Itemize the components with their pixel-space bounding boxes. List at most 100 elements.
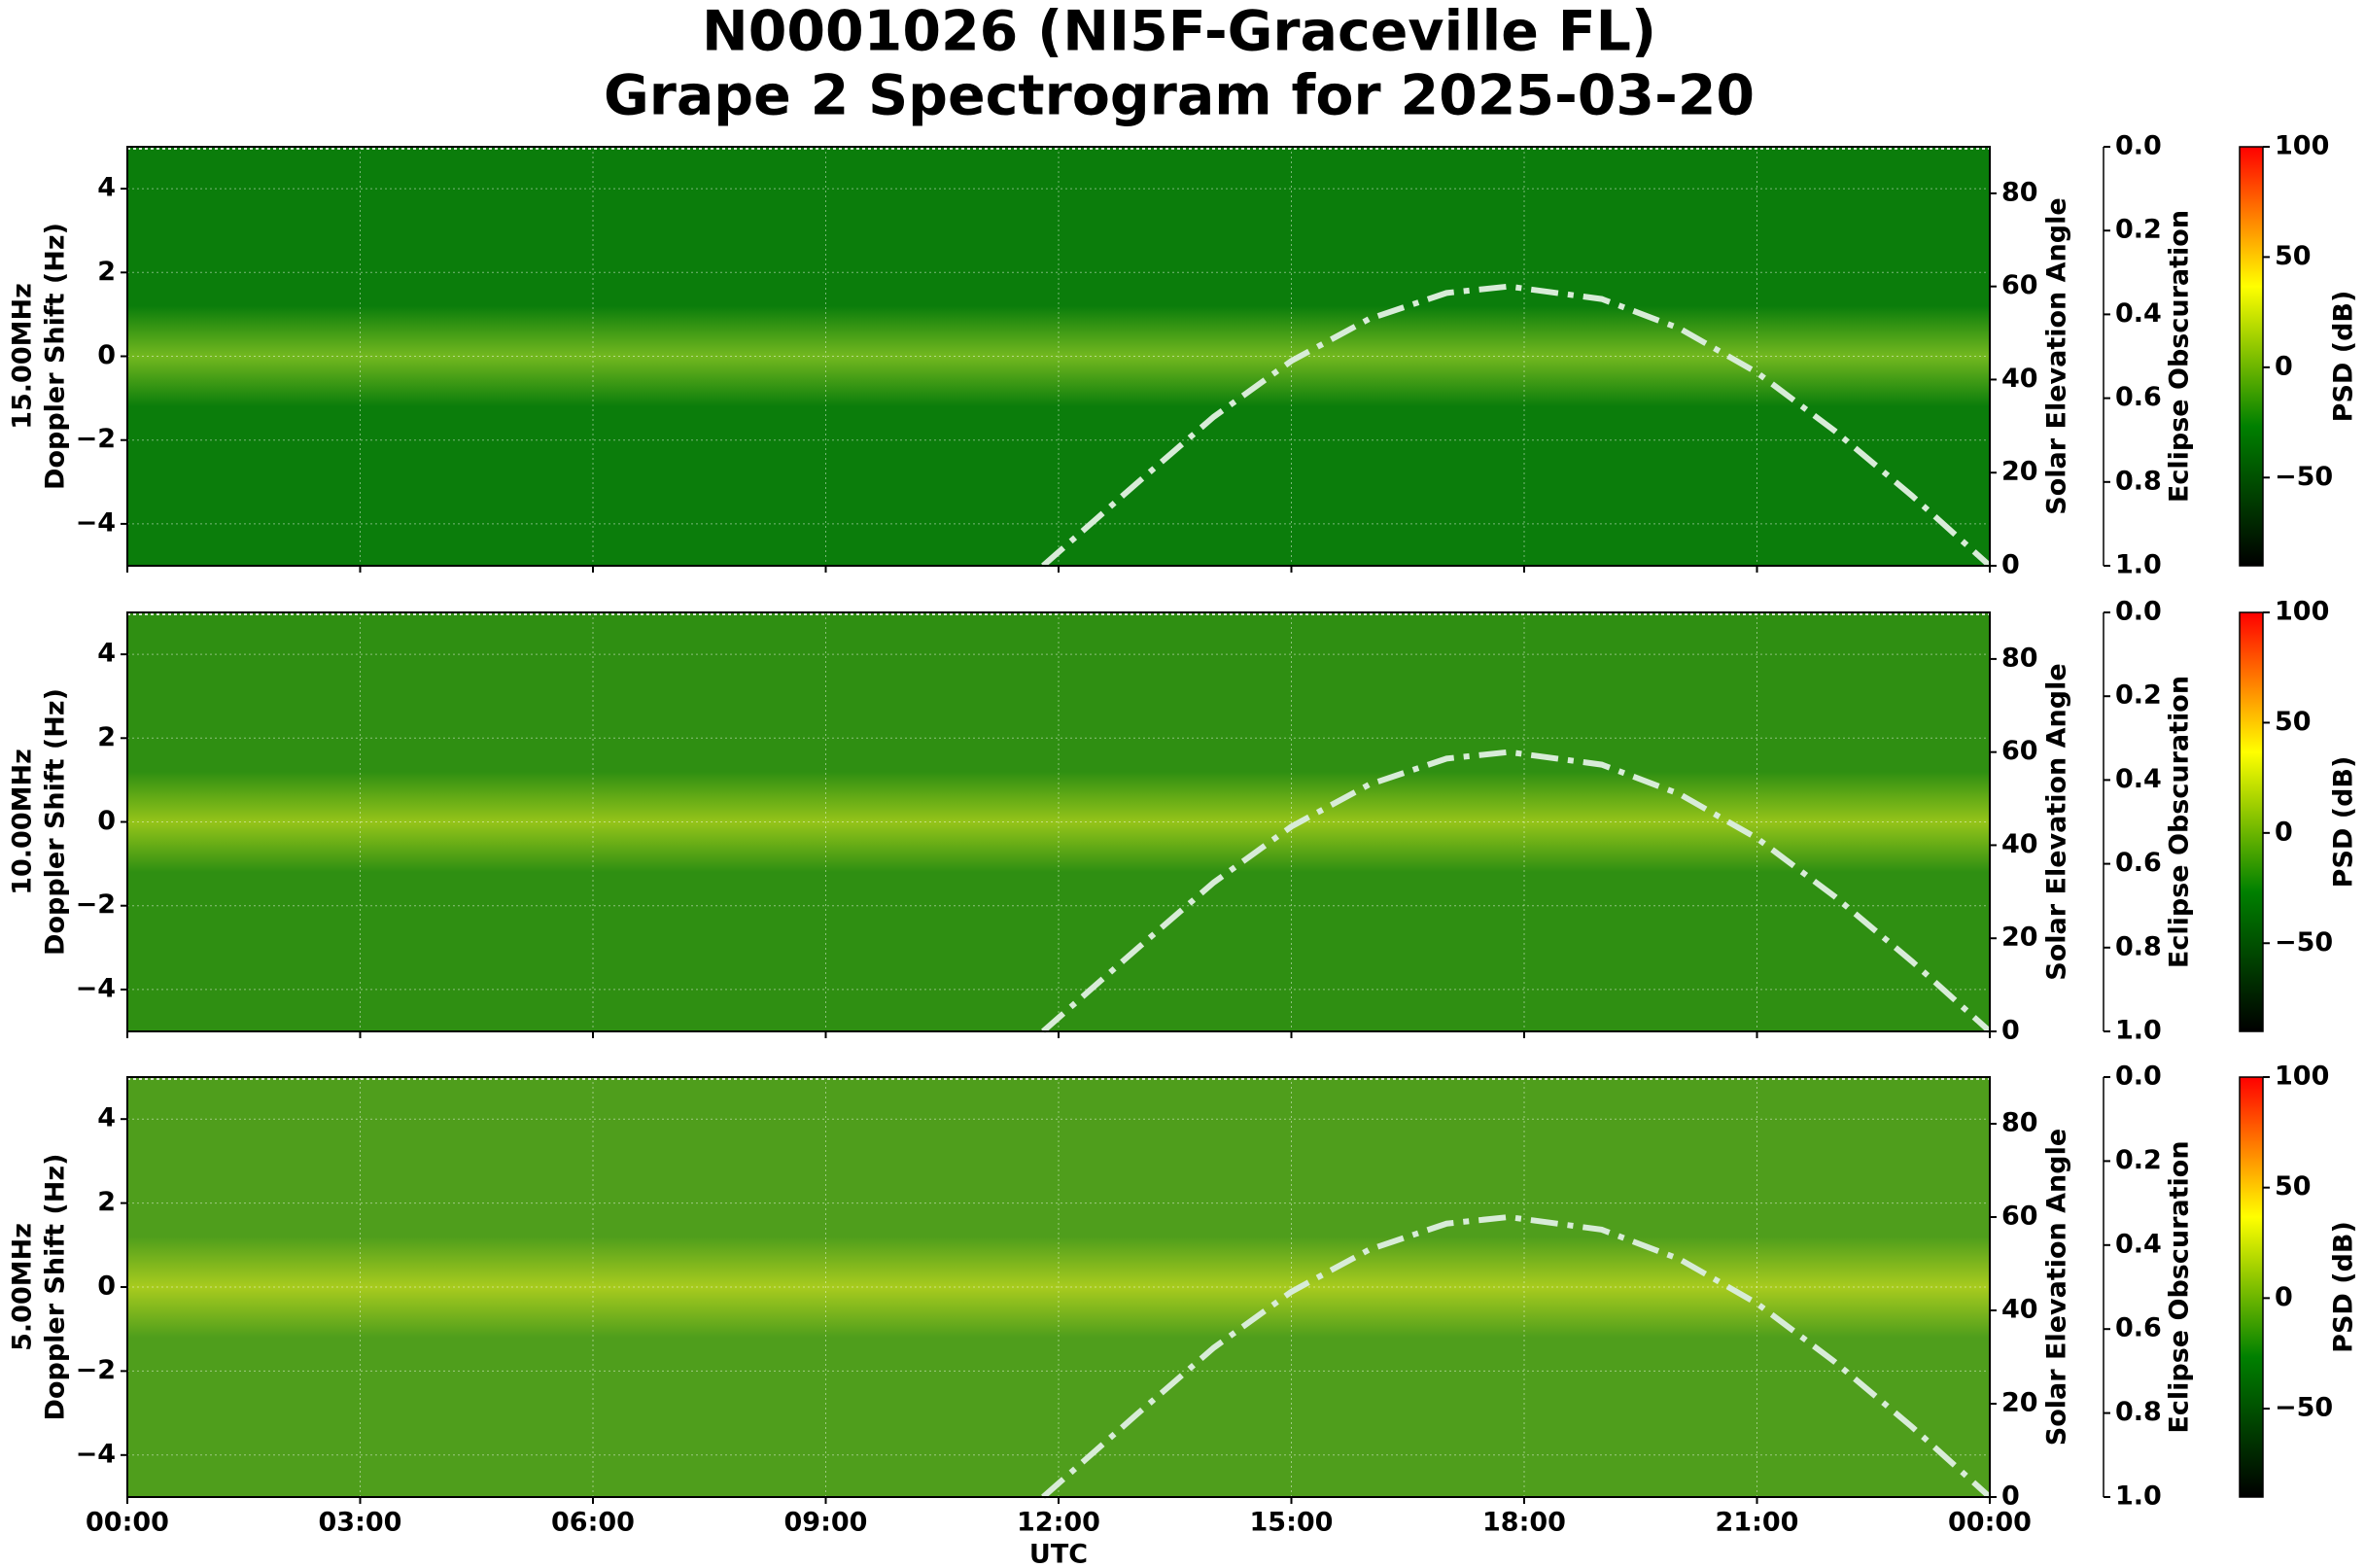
y-axis-label: Doppler Shift (Hz) [41,223,71,490]
obscuration-tick-label: 0.8 [2115,466,2162,496]
obscuration-tick-label: 0.2 [2115,1145,2162,1175]
x-tick-label: 18:00 [1482,1508,1566,1538]
y-tick-label: 4 [97,173,116,203]
y-tick-label: −4 [76,1439,116,1469]
obscuration-tick-label: 0.4 [2115,1229,2162,1259]
y-tick-label: −4 [76,507,116,538]
y2-tick-label: 20 [2001,923,2038,953]
obscuration-tick-label: 0.0 [2115,1062,2162,1092]
x-tick-label: 12:00 [1017,1508,1100,1538]
colorbar-tick-label: 50 [2275,707,2312,737]
x-tick-label: 15:00 [1250,1508,1334,1538]
y2-tick-label: 0 [2001,1481,2020,1512]
x-tick-label: 21:00 [1716,1508,1799,1538]
signal-glow [127,1237,1990,1338]
colorbar-tick-label: 100 [2275,131,2329,161]
colorbar-tick-label: 0 [2275,817,2293,847]
y-tick-label: −2 [76,424,116,454]
solar-elevation-line [1041,283,1993,569]
colorbar-tick-label: 0 [2275,1282,2293,1312]
y2-tick-label: 60 [2001,736,2038,766]
obscuration-tick-label: 0.0 [2115,131,2162,161]
obscuration-axis-label: Eclipse Obscuration [2165,1140,2195,1433]
colorbar-label: PSD (dB) [2329,1221,2359,1353]
y2-tick-label: 60 [2001,270,2038,300]
colorbar-label: PSD (dB) [2329,756,2359,889]
colorbar [2239,1076,2264,1498]
y2-tick-label: 40 [2001,1295,2038,1325]
y2-tick-label: 80 [2001,177,2038,207]
y-axis-label: 5.00MHz [8,1223,38,1351]
signal-glow [127,305,1990,407]
colorbar-label: PSD (dB) [2329,291,2359,423]
obscuration-tick-label: 0.4 [2115,298,2162,329]
x-axis-label: UTC [1029,1540,1088,1568]
y-axis-label: 10.00MHz [8,749,38,895]
obscuration-tick-label: 0.8 [2115,1397,2162,1427]
x-tick-label: 00:00 [1948,1508,2032,1538]
obscuration-tick-label: 0.0 [2115,597,2162,627]
plot-frame [126,1076,1991,1498]
y-tick-label: 2 [97,257,116,287]
obscuration-tick-label: 0.2 [2115,215,2162,245]
y2-tick-label: 0 [2001,550,2020,580]
colorbar-tick-label: −50 [2275,927,2333,958]
obscuration-tick-label: 0.6 [2115,382,2162,412]
title-line: Grape 2 Spectrogram for 2025-03-20 [604,64,1755,128]
y-tick-label: 2 [97,1187,116,1217]
y-tick-label: −2 [76,889,116,920]
obscuration-tick-label: 1.0 [2115,550,2162,580]
y-tick-label: −2 [76,1355,116,1385]
y2-tick-label: 40 [2001,829,2038,859]
obscuration-axis-label: Eclipse Obscuration [2165,210,2195,503]
y2-axis-label: Solar Elevation Angle [2042,663,2072,980]
y-axis-label: Doppler Shift (Hz) [41,1154,71,1421]
y2-axis-label: Solar Elevation Angle [2042,1129,2072,1446]
y-axis-label: Doppler Shift (Hz) [41,688,71,956]
y-tick-label: 0 [97,340,116,370]
obscuration-tick-label: 1.0 [2115,1481,2162,1512]
colorbar-tick-label: 100 [2275,597,2329,627]
obscuration-tick-label: 0.8 [2115,931,2162,961]
title-line: N0001026 (NI5F-Graceville FL) [702,0,1656,64]
colorbar-tick-label: 0 [2275,351,2293,381]
y2-axis-label: Solar Elevation Angle [2042,197,2072,514]
colorbar-tick-label: −50 [2275,462,2333,492]
solar-elevation-line [1041,1213,1993,1500]
colorbar-tick-label: −50 [2275,1393,2333,1423]
y2-tick-label: 40 [2001,364,2038,394]
obscuration-tick-label: 0.4 [2115,764,2162,794]
y-axis-label: 15.00MHz [8,283,38,430]
y-tick-label: −4 [76,973,116,1003]
y-tick-label: 0 [97,1272,116,1302]
x-tick-label: 03:00 [319,1508,402,1538]
y2-tick-label: 20 [2001,1388,2038,1418]
obscuration-tick-label: 0.2 [2115,680,2162,711]
y2-tick-label: 60 [2001,1202,2038,1232]
x-tick-label: 09:00 [784,1508,868,1538]
obscuration-axis-label: Eclipse Obscuration [2165,676,2195,968]
solar-elevation-line [1041,749,1993,1034]
colorbar-tick-label: 100 [2275,1062,2329,1092]
y-tick-label: 2 [97,722,116,752]
x-tick-label: 00:00 [86,1508,169,1538]
y-tick-label: 4 [97,1103,116,1133]
colorbar-tick-label: 50 [2275,241,2312,271]
plot-frame [126,611,1991,1032]
obscuration-tick-label: 1.0 [2115,1016,2162,1046]
y-tick-label: 4 [97,639,116,669]
obscuration-tick-label: 0.6 [2115,848,2162,878]
y2-tick-label: 0 [2001,1016,2020,1046]
colorbar-tick-label: 50 [2275,1171,2312,1202]
obscuration-tick-label: 0.6 [2115,1313,2162,1343]
x-tick-label: 06:00 [551,1508,635,1538]
y2-tick-label: 20 [2001,457,2038,487]
signal-glow [127,771,1990,873]
y2-tick-label: 80 [2001,643,2038,673]
colorbar [2239,146,2264,567]
plot-frame [126,146,1991,567]
colorbar [2239,611,2264,1032]
y2-tick-label: 80 [2001,1108,2038,1138]
y-tick-label: 0 [97,806,116,836]
